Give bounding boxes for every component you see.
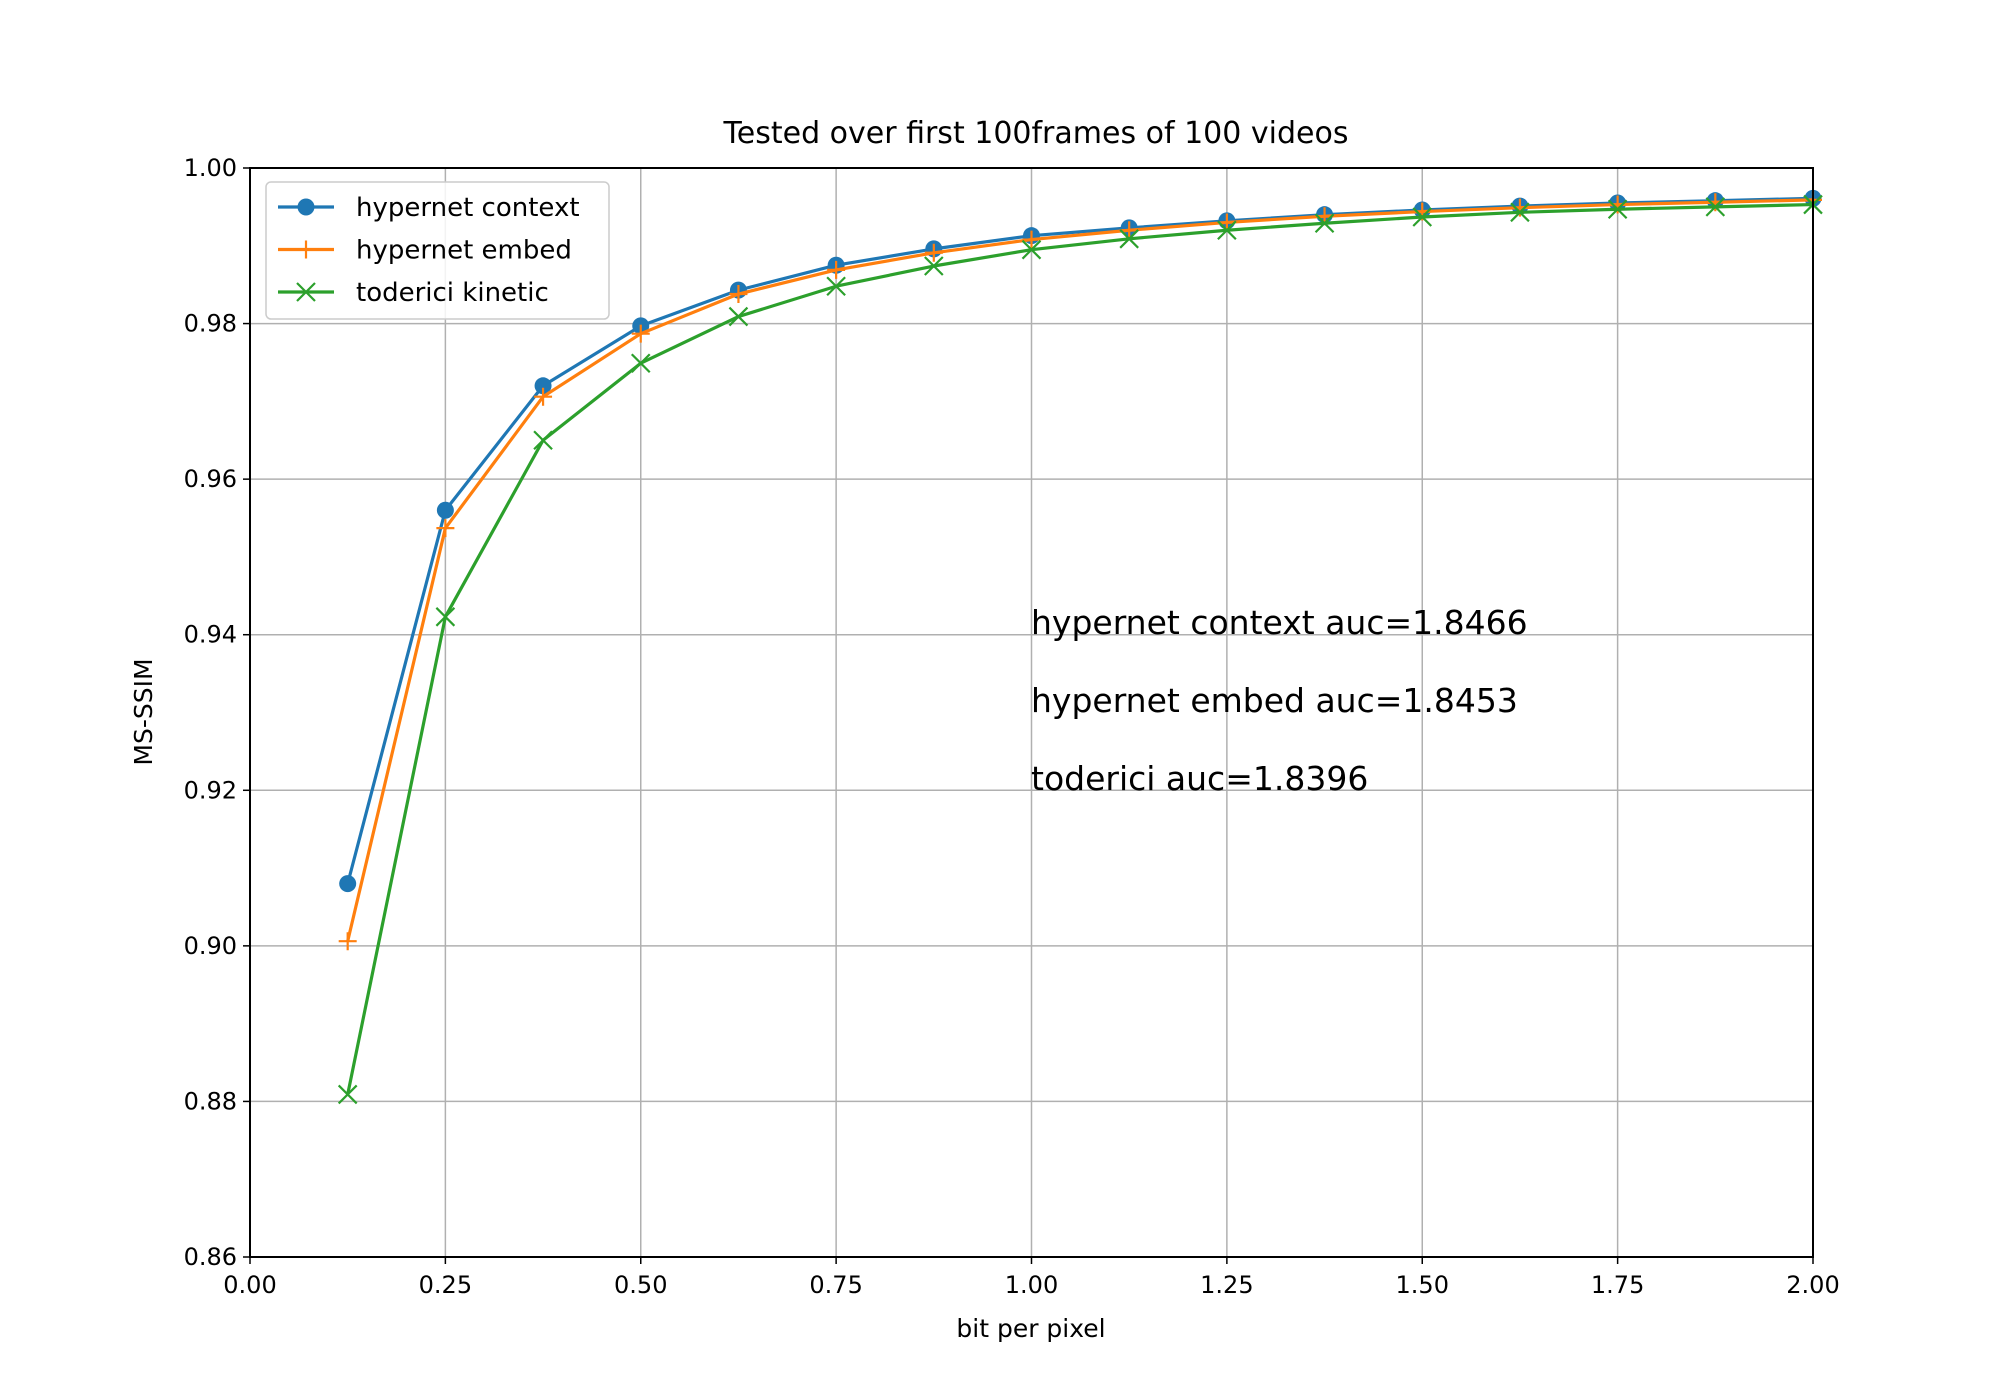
y-tick-label: 0.96: [184, 465, 237, 493]
legend-entry-hypernet-context: hypernet context: [278, 193, 580, 223]
data-point-toderici-kinetic: [1412, 207, 1433, 227]
data-point-toderici-kinetic: [826, 276, 846, 297]
data-point-hypernet-embed: [534, 387, 553, 406]
data-point-toderici-kinetic: [1705, 197, 1726, 217]
x-tick-label: 0.75: [809, 1271, 862, 1299]
legend-marker-hypernet-embed: [297, 240, 315, 259]
legend-entry-toderici-kinetic: toderici kinetic: [278, 278, 549, 308]
y-tick-label: 0.88: [184, 1087, 237, 1115]
tick-layer: 0.00 0.25 0.50 0.75 1.00 1.25 1.50 1.75 2.00 0.86…: [184, 154, 1840, 1299]
x-tick-label: 0.00: [223, 1271, 276, 1299]
data-point-toderici-kinetic: [1510, 202, 1530, 223]
chart-title: Tested over first 100frames of 100 video…: [723, 116, 1349, 151]
legend-box: [265, 181, 610, 320]
legend-label-hypernet-context: hypernet context: [356, 193, 580, 223]
data-point-toderici-kinetic: [630, 353, 651, 374]
x-tick-label: 1.75: [1591, 1271, 1644, 1299]
y-tick-label: 0.86: [184, 1243, 237, 1271]
y-axis-label: MS-SSIM: [129, 658, 158, 765]
data-point-toderici-kinetic: [1217, 220, 1237, 241]
y-tick-label: 1.00: [184, 154, 237, 182]
data-point-hypernet-embed: [338, 932, 357, 951]
y-tick-label: 0.94: [184, 621, 237, 649]
data-point-hypernet-embed: [924, 243, 943, 262]
data-point-toderici-kinetic: [435, 607, 456, 627]
data-point-hypernet-embed: [436, 519, 455, 538]
legend-marker-hypernet-context: [297, 198, 315, 216]
data-point-hypernet-embed: [1120, 221, 1139, 240]
y-tick-label: 0.90: [184, 932, 237, 960]
x-tick-label: 1.00: [1005, 1271, 1058, 1299]
data-point-toderici-kinetic: [728, 306, 749, 327]
annotation-hypernet-context-auc: hypernet context auc=1.8466: [1031, 603, 1528, 642]
data-point-hypernet-embed: [1022, 230, 1041, 249]
legend-entry-hypernet-embed: hypernet embed: [278, 236, 572, 266]
y-tick-label: 0.92: [184, 776, 237, 804]
series-toderici-kinetic: [337, 194, 1823, 1105]
data-point-hypernet-embed: [1217, 213, 1236, 232]
data-point-toderici-kinetic: [1021, 239, 1042, 260]
data-point-toderici-kinetic: [533, 430, 553, 451]
data-point-hypernet-embed: [729, 285, 748, 304]
data-point-toderici-kinetic: [337, 1084, 358, 1105]
x-tick-label: 1.50: [1396, 1271, 1449, 1299]
legend-marker-toderici-kinetic: [296, 282, 316, 302]
data-point-hypernet-embed: [827, 260, 846, 279]
legend: hypernet context hypernet embed toderici k…: [265, 181, 610, 320]
data-point-toderici-kinetic: [1119, 229, 1139, 249]
series-line-hypernet-embed: [346, 198, 1814, 942]
annotation-toderici-auc: toderici auc=1.8396: [1031, 759, 1368, 798]
x-tick-label: 0.50: [614, 1271, 667, 1299]
series-line-toderici-kinetic: [346, 202, 1814, 1095]
x-axis-label: bit per pixel: [956, 1314, 1105, 1343]
y-tick-label: 0.98: [184, 310, 237, 338]
data-point-hypernet-context: [436, 501, 454, 519]
data-point-hypernet-embed: [631, 324, 650, 343]
x-tick-label: 1.25: [1200, 1271, 1253, 1299]
data-point-toderici-kinetic: [1607, 199, 1628, 220]
data-point-toderici-kinetic: [924, 256, 944, 276]
annotation-layer: hypernet context auc=1.8466 hypernet emb…: [1031, 603, 1528, 798]
data-point-hypernet-context: [534, 377, 552, 395]
x-tick-label: 2.00: [1786, 1271, 1839, 1299]
legend-label-toderici-kinetic: toderici kinetic: [356, 278, 549, 308]
x-tick-label: 0.25: [419, 1271, 472, 1299]
series-layer: [337, 189, 1823, 1105]
data-point-toderici-kinetic: [1314, 213, 1335, 234]
annotation-hypernet-embed-auc: hypernet embed auc=1.8453: [1031, 681, 1518, 720]
data-point-hypernet-context: [339, 875, 357, 893]
legend-label-hypernet-embed: hypernet embed: [356, 236, 572, 266]
